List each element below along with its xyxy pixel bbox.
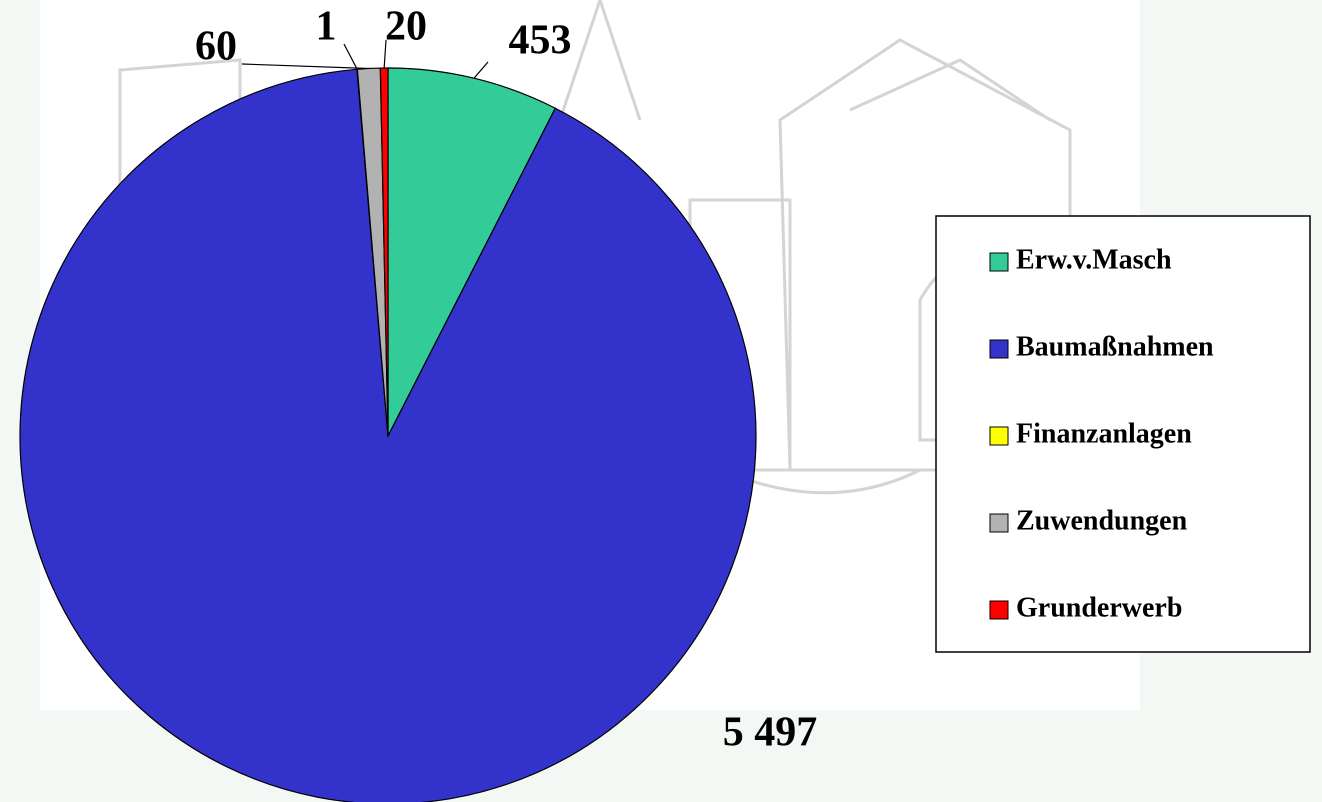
value-label: 1 (316, 4, 337, 50)
value-label: 20 (385, 4, 427, 50)
legend-swatch (990, 601, 1008, 619)
legend-label: Baumaßnahmen (1016, 331, 1214, 362)
legend-label: Finanzanlagen (1016, 418, 1192, 449)
legend-swatch (990, 514, 1008, 532)
page: {"chart_data": {"type": "pie", "categori… (0, 0, 1322, 802)
chart: 453 5 497 1 60 20 Erw.v.Masch Baumaßnahmen Fin… (0, 0, 1322, 802)
value-label: 5 497 (723, 710, 818, 756)
legend-swatch (990, 340, 1008, 358)
legend-label: Grunderwerb (1016, 592, 1182, 623)
value-label: 60 (195, 24, 237, 70)
legend-swatch (990, 253, 1008, 271)
legend-label: Erw.v.Masch (1016, 244, 1172, 275)
legend-swatch (990, 427, 1008, 445)
value-label: 453 (509, 18, 572, 64)
legend-label: Zuwendungen (1016, 505, 1188, 536)
